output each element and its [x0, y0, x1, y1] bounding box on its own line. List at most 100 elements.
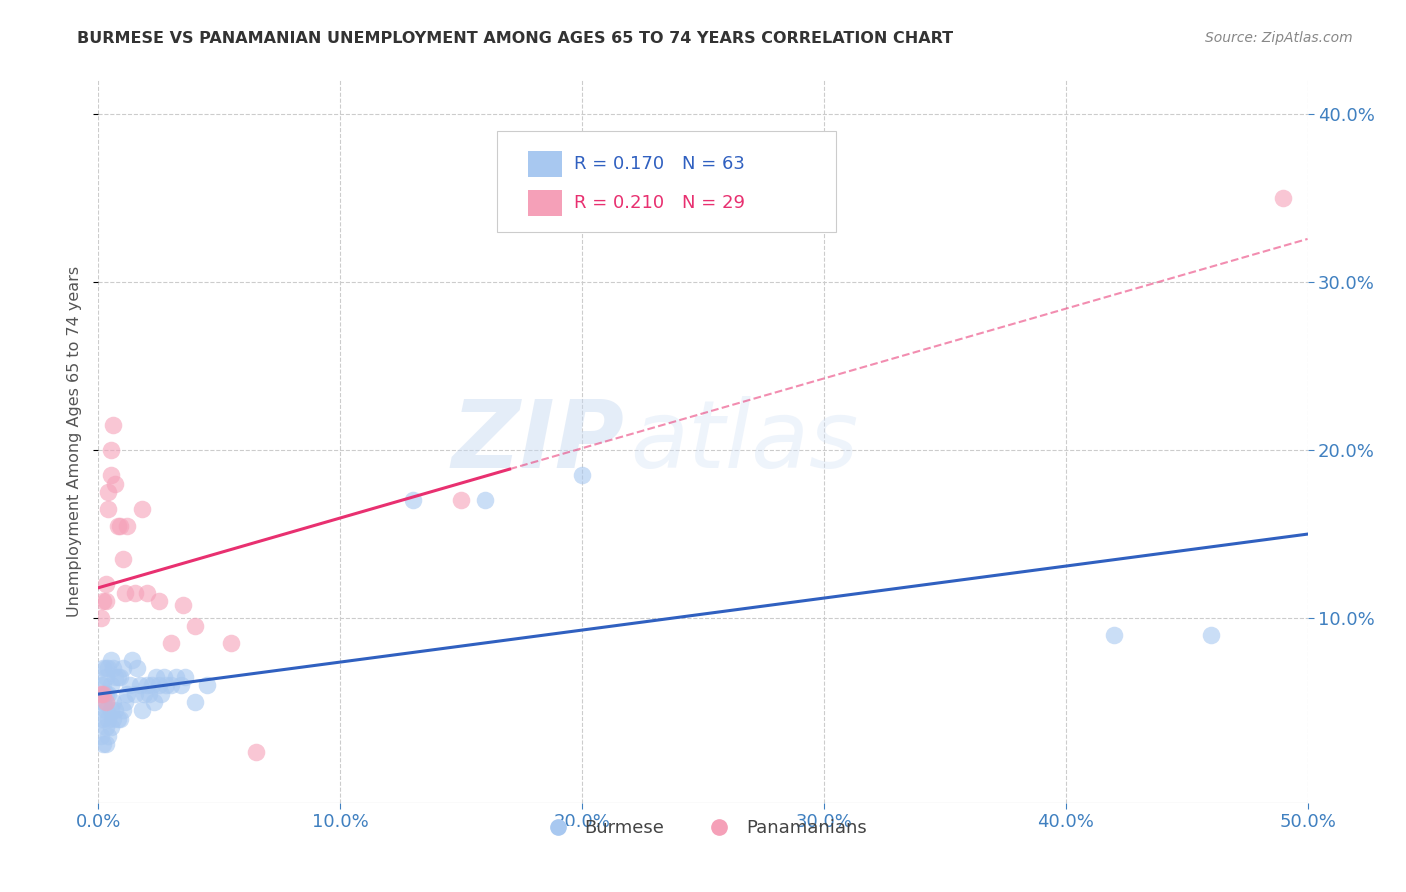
Point [107, 518, 129, 533]
Point [111, 552, 134, 566]
Point [94, 687, 117, 701]
Point [221, 636, 243, 650]
Point [195, 678, 218, 692]
Point [90, 695, 112, 709]
Point [134, 687, 156, 701]
Point [100, 653, 122, 667]
Point [97, 485, 120, 500]
FancyBboxPatch shape [498, 131, 837, 232]
Point [94, 695, 117, 709]
Point [1272, 191, 1295, 205]
Point [184, 619, 207, 633]
Point [131, 703, 153, 717]
Point [91, 712, 114, 726]
Point [474, 493, 496, 508]
Point [117, 518, 139, 533]
Point [97, 661, 120, 675]
Point [124, 586, 146, 600]
Point [174, 670, 197, 684]
Point [143, 695, 166, 709]
Point [160, 636, 183, 650]
FancyBboxPatch shape [527, 151, 561, 178]
Y-axis label: Unemployment Among Ages 65 to 74 years: Unemployment Among Ages 65 to 74 years [67, 266, 83, 617]
Point [104, 670, 127, 684]
Point [165, 670, 187, 684]
Text: R = 0.170: R = 0.170 [574, 155, 664, 173]
Point [101, 695, 124, 709]
Point [101, 661, 124, 675]
Point [128, 678, 150, 692]
Text: N = 29: N = 29 [682, 194, 745, 212]
Point [155, 678, 177, 692]
Text: R = 0.210: R = 0.210 [574, 194, 664, 212]
Point [402, 493, 425, 508]
Point [104, 476, 127, 491]
Point [111, 661, 134, 675]
Point [138, 687, 160, 701]
Point [94, 670, 117, 684]
Point [94, 720, 117, 734]
Point [150, 687, 173, 701]
Point [118, 678, 141, 692]
Text: Source: ZipAtlas.com: Source: ZipAtlas.com [1205, 31, 1353, 45]
Point [172, 598, 194, 612]
Point [100, 442, 122, 457]
Text: N = 63: N = 63 [682, 155, 745, 173]
Point [108, 712, 131, 726]
Point [114, 695, 136, 709]
Point [450, 493, 472, 508]
Point [107, 670, 129, 684]
Point [91, 737, 114, 751]
Point [135, 678, 157, 692]
Point [111, 703, 134, 717]
Text: BURMESE VS PANAMANIAN UNEMPLOYMENT AMONG AGES 65 TO 74 YEARS CORRELATION CHART: BURMESE VS PANAMANIAN UNEMPLOYMENT AMONG… [77, 31, 953, 46]
Point [94, 703, 117, 717]
Point [90, 712, 112, 726]
Legend: Burmese, Panamanians: Burmese, Panamanians [533, 812, 873, 845]
Point [100, 468, 122, 483]
Point [124, 687, 146, 701]
FancyBboxPatch shape [527, 190, 561, 216]
Point [97, 712, 120, 726]
Point [91, 687, 114, 701]
Point [114, 586, 136, 600]
Point [135, 586, 157, 600]
Point [91, 661, 114, 675]
Point [131, 501, 153, 516]
Point [145, 670, 167, 684]
Point [1199, 628, 1222, 642]
Point [97, 687, 120, 701]
Point [90, 611, 112, 625]
Point [100, 720, 122, 734]
Point [97, 501, 120, 516]
Point [101, 712, 124, 726]
Point [94, 661, 117, 675]
Point [108, 670, 131, 684]
Text: atlas: atlas [630, 396, 859, 487]
Point [108, 518, 131, 533]
Point [152, 670, 174, 684]
Point [169, 678, 191, 692]
Point [91, 695, 114, 709]
Point [148, 678, 170, 692]
Point [100, 678, 122, 692]
Point [571, 468, 593, 483]
Point [90, 729, 112, 743]
Point [245, 745, 267, 759]
Point [184, 695, 207, 709]
Point [107, 712, 129, 726]
Point [94, 737, 117, 751]
Point [121, 653, 143, 667]
Text: ZIP: ZIP [451, 395, 624, 488]
Point [100, 703, 122, 717]
Point [117, 687, 139, 701]
Point [1102, 628, 1125, 642]
Point [94, 577, 117, 591]
Point [91, 594, 114, 608]
Point [127, 661, 149, 675]
Point [101, 417, 124, 432]
Point [148, 594, 170, 608]
Point [104, 703, 127, 717]
Point [97, 729, 120, 743]
Point [90, 687, 112, 701]
